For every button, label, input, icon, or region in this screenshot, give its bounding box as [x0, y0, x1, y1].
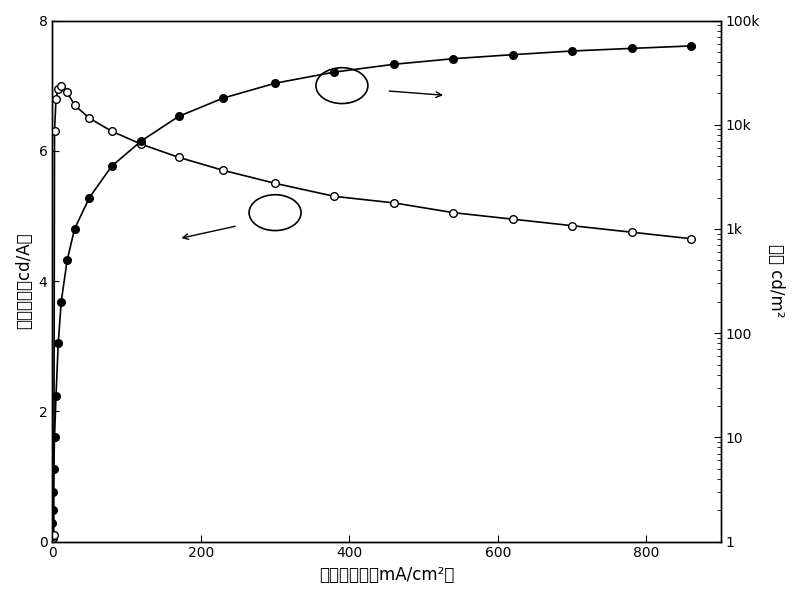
- X-axis label: 电流密度　（mA/cm²）: 电流密度 （mA/cm²）: [318, 566, 454, 584]
- Y-axis label: 亮度 cd/m²: 亮度 cd/m²: [767, 244, 785, 318]
- Y-axis label: 电流效率（cd/A）: 电流效率（cd/A）: [15, 233, 33, 329]
